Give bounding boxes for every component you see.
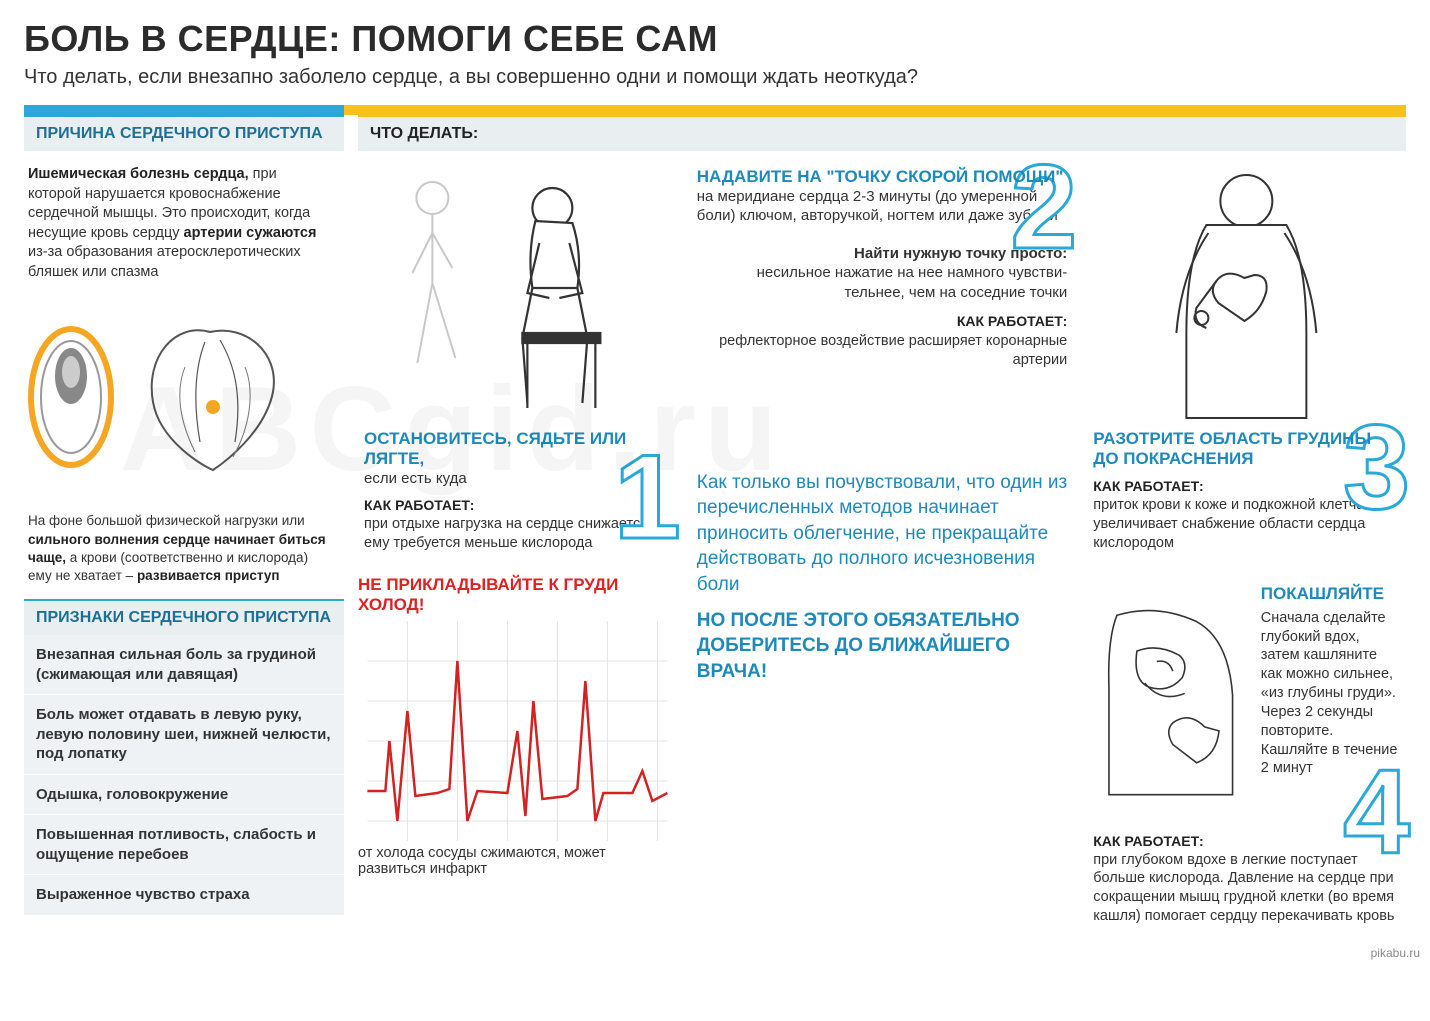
step1-title: ОСТАНОВИТЕСЬ, СЯДЬТЕ ИЛИ ЛЯГТЕ,	[364, 429, 671, 468]
main-heading: ЧТО ДЕЛАТЬ:	[358, 115, 1406, 151]
cause-heading: ПРИЧИНА СЕРДЕЧНОГО ПРИСТУПА	[24, 115, 344, 151]
sign-row: Одышка, головокружение	[24, 775, 344, 816]
heart-anatomy-icon	[125, 312, 295, 482]
step1-illustration	[364, 163, 671, 423]
color-stripe	[24, 105, 1406, 115]
step2-title: НАДАВИТЕ НА "ТОЧКУ СКОРОЙ ПОМОЩИ"	[697, 167, 1068, 187]
heart-illustration	[24, 312, 344, 482]
step4-title: ПОКАШЛЯЙТЕ	[1261, 583, 1400, 605]
signs-list: Внезапная сильная боль за грудиной (сжим…	[24, 635, 344, 916]
step-2: 2 НАДАВИТЕ НА "ТОЧКУ СКОРОЙ ПОМОЩИ" на м…	[691, 159, 1074, 460]
sign-row: Внезапная сильная боль за грудиной (сжим…	[24, 635, 344, 695]
step3-title: РАЗОТРИТЕ ОБЛАСТЬ ГРУДИНЫ ДО ПОКРАСНЕНИЯ	[1093, 429, 1400, 468]
warning-text: от холода сосуды сжимаются, может развит…	[358, 845, 677, 877]
sign-row: Выраженное чувство страха	[24, 875, 344, 916]
page-subtitle: Что делать, если внезапно заболело сердц…	[24, 66, 1406, 89]
cause-context: На фоне большой физической нагрузки или …	[24, 498, 344, 599]
step3-illustration	[1093, 163, 1400, 423]
warning-title: НЕ ПРИКЛАДЫВАЙТЕ К ГРУДИ ХОЛОД!	[358, 575, 677, 615]
sidebar: ПРИЧИНА СЕРДЕЧНОГО ПРИСТУПА Ишемическая …	[24, 115, 344, 930]
center-para: Как только вы почув­ствовали, что один и…	[697, 470, 1068, 598]
column-1: 1 ОСТАНОВИТЕСЬ, СЯДЬТЕ ИЛИ ЛЯГТЕ, если е…	[358, 159, 677, 930]
step-3: 3 РАЗОТРИТЕ ОБЛАСТЬ ГРУДИНЫ ДО ПОКРАСНЕН…	[1087, 159, 1406, 557]
sign-row: Боль может отдавать в левую руку, левую …	[24, 695, 344, 775]
column-3: 3 РАЗОТРИТЕ ОБЛАСТЬ ГРУДИНЫ ДО ПОКРАСНЕН…	[1087, 159, 1406, 930]
cause-text: Ишемическая болезнь сердца, при которой …	[24, 151, 344, 296]
artery-cross-section-icon	[24, 322, 119, 472]
signs-heading: ПРИЗНАКИ СЕРДЕЧНОГО ПРИСТУПА	[24, 599, 344, 635]
step4-illustration	[1093, 583, 1253, 823]
center-advice: Как только вы почув­ствовали, что один и…	[691, 460, 1074, 685]
source-credit: pikabu.ru	[0, 942, 1430, 964]
main-content: ЧТО ДЕЛАТЬ:	[344, 115, 1406, 930]
cold-warning: НЕ ПРИКЛАДЫВАЙТЕ К ГРУДИ ХОЛОД!	[358, 575, 677, 877]
sign-row: Повышенная потливость, слабость и ощущен…	[24, 815, 344, 875]
step-4: ПОКАШЛЯЙТЕ Сначала сделайте глубокий вдо…	[1087, 579, 1406, 930]
page-title: БОЛЬ В СЕРДЦЕ: ПОМОГИ СЕБЕ САМ	[24, 18, 1406, 60]
step-1: 1 ОСТАНОВИТЕСЬ, СЯДЬТЕ ИЛИ ЛЯГТЕ, если е…	[358, 159, 677, 557]
center-strong: НО ПОСЛЕ ЭТОГО ОБЯЗАТЕЛЬНО ДОБЕРИТЕСЬ ДО…	[697, 608, 1068, 685]
column-2: 2 НАДАВИТЕ НА "ТОЧКУ СКОРОЙ ПОМОЩИ" на м…	[691, 159, 1074, 930]
infographic-page: ABCgid.ru БОЛЬ В СЕРДЦЕ: ПОМОГИ СЕБЕ САМ…	[0, 0, 1430, 942]
step-number-4: 4	[1343, 764, 1410, 860]
ecg-chart	[358, 621, 677, 841]
